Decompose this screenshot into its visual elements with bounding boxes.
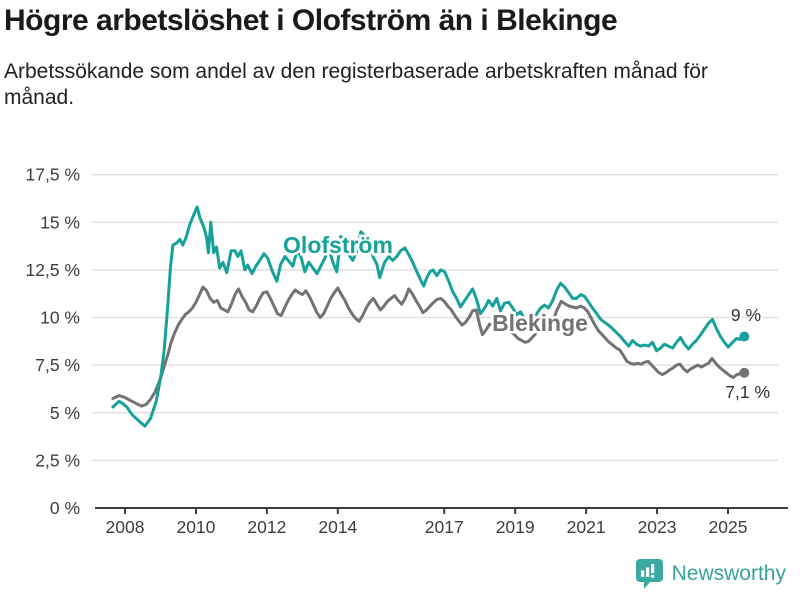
blekinge-line: [111, 285, 746, 408]
x-tick-label: 2012: [247, 517, 286, 537]
x-tick-label: 2021: [567, 517, 606, 537]
x-tick-label: 2014: [318, 517, 357, 537]
end-dot: [739, 367, 750, 378]
chart-header: Högre arbetslöshet i Olofström än i Blek…: [4, 4, 796, 112]
y-tick-label: 17,5 %: [26, 165, 80, 185]
y-tick-label: 0 %: [50, 498, 80, 518]
y-tick-label: 10 %: [40, 308, 80, 328]
newsworthy-logo-icon: [635, 559, 663, 589]
end-value-label: 9 %: [731, 305, 761, 325]
newsworthy-brand[interactable]: Newsworthy: [635, 558, 786, 590]
x-tick-label: 2017: [425, 517, 464, 537]
series-label: Blekinge: [492, 310, 588, 336]
x-tick-label: 2019: [496, 517, 535, 537]
y-tick-label: 15 %: [40, 212, 80, 232]
y-tick-label: 2,5 %: [35, 450, 80, 470]
page-title: Högre arbetslöshet i Olofström än i Blek…: [4, 4, 618, 37]
x-tick-label: 2008: [106, 517, 145, 537]
chart-subtitle: Arbetssökande som andel av den registerb…: [4, 59, 708, 110]
x-tick-label: 2023: [638, 517, 677, 537]
end-dot: [739, 331, 750, 342]
y-tick-label: 12,5 %: [26, 260, 80, 280]
end-value-label: 7,1 %: [725, 382, 770, 402]
y-tick-label: 7,5 %: [35, 355, 80, 375]
series-label: Olofström: [283, 232, 393, 258]
olofstrm-line: [111, 205, 746, 428]
y-tick-label: 5 %: [50, 403, 80, 423]
newsworthy-brand-text: Newsworthy: [671, 562, 786, 585]
x-tick-label: 2025: [709, 517, 748, 537]
x-tick-label: 2010: [176, 517, 215, 537]
